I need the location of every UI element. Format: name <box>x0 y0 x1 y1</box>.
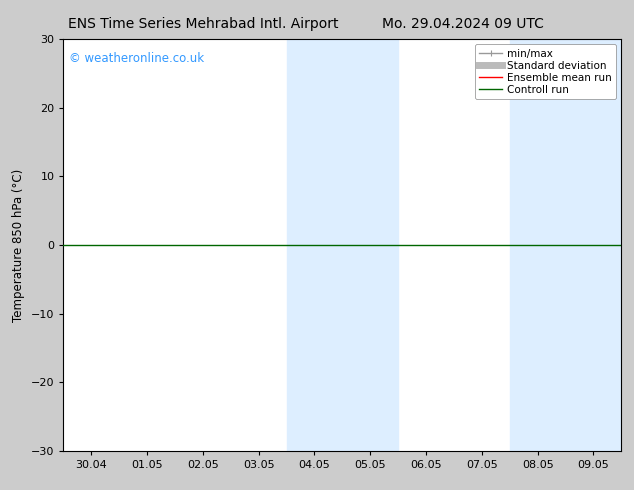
Text: © weatheronline.co.uk: © weatheronline.co.uk <box>69 51 204 65</box>
Bar <box>566 39 621 451</box>
Bar <box>342 39 398 451</box>
Text: Mo. 29.04.2024 09 UTC: Mo. 29.04.2024 09 UTC <box>382 17 544 31</box>
Bar <box>287 39 342 451</box>
Y-axis label: Temperature 850 hPa (°C): Temperature 850 hPa (°C) <box>12 169 25 321</box>
Bar <box>510 39 566 451</box>
Legend: min/max, Standard deviation, Ensemble mean run, Controll run: min/max, Standard deviation, Ensemble me… <box>475 45 616 99</box>
Text: ENS Time Series Mehrabad Intl. Airport: ENS Time Series Mehrabad Intl. Airport <box>68 17 338 31</box>
